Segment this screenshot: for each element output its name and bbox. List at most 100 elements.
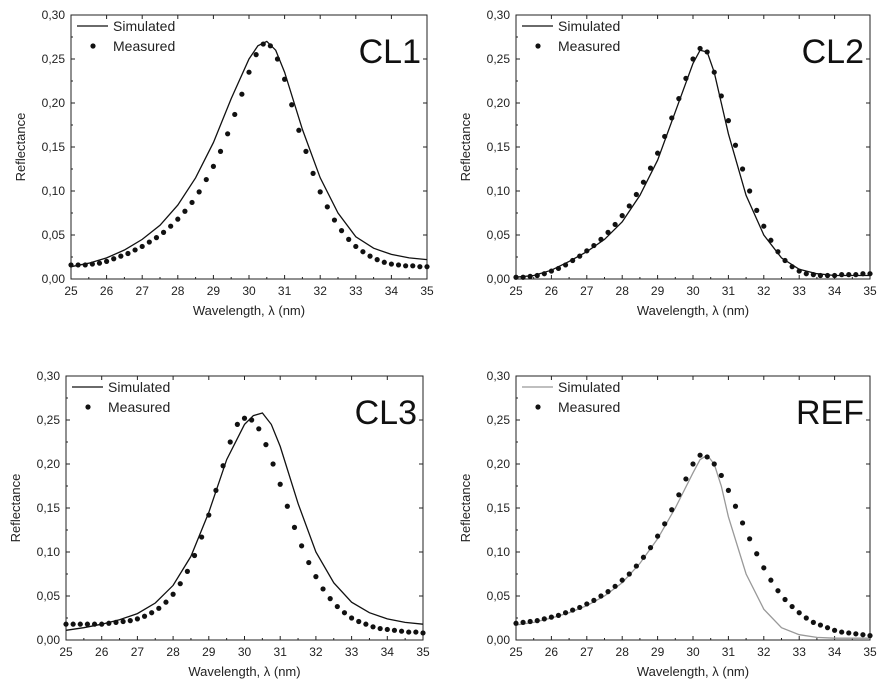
x-tick-label: 31 [274,645,288,659]
data-point-measured [683,75,689,81]
data-point-measured [747,536,753,542]
data-point-measured [846,272,852,278]
data-point-measured [817,622,824,628]
data-point-measured [388,261,394,267]
legend-label-simulated: Simulated [108,379,170,395]
chart-panel-cl1: 25 26 27 28 29 30 31 32 33 34 35 0,00 0,05 0,10 0,15 0,… [13,8,434,318]
data-point-measured [626,571,632,577]
data-point-measured [377,625,383,632]
y-tick-label: 0,05 [487,589,511,603]
x-tick-label: 29 [651,284,665,298]
data-point-measured [289,102,295,108]
data-point-measured [633,563,639,569]
data-point-measured [584,601,590,607]
data-point-measured [747,188,753,194]
data-point-measured [106,620,112,626]
y-tick-label: 0,10 [37,545,61,559]
x-tick-label: 35 [416,645,430,659]
legend-label-simulated: Simulated [113,18,175,34]
y-tick-label: 0,25 [487,413,511,427]
data-point-measured [410,263,416,269]
x-tick-label: 32 [314,284,328,298]
data-point-measured [662,133,668,140]
y-tick-label: 0,25 [487,52,511,66]
data-point-measured [846,630,852,636]
x-tick-label: 32 [757,284,771,298]
data-point-measured [320,586,326,592]
data-point-measured [761,565,767,571]
legend-marker-swatch [85,404,91,410]
data-point-measured [118,253,124,259]
data-point-measured [647,165,654,171]
data-point-measured [789,264,795,270]
data-point-measured [655,533,661,539]
data-point-measured [725,487,732,493]
data-point-measured [253,52,259,58]
y-tick-label: 0,05 [42,228,66,242]
data-point-measured [867,633,873,639]
data-point-measured [704,454,710,460]
data-point-measured [541,271,547,277]
data-point-measured [360,249,366,255]
data-point-measured [640,554,647,560]
legend-marker-swatch [535,43,541,49]
legend-label-measured: Measured [558,38,620,54]
data-point-measured [534,618,540,624]
data-point-measured [555,265,562,272]
data-point-measured [640,179,647,185]
data-point-measured [246,69,252,75]
x-tick-label: 34 [385,284,399,298]
data-point-measured [619,213,625,219]
legend-label-measured: Measured [108,399,170,415]
y-tick-label: 0,10 [487,545,511,559]
x-tick-label: 25 [64,284,78,298]
data-point-measured [725,118,732,124]
data-point-measured [220,463,226,469]
data-point-measured [267,43,273,49]
x-tick-label: 27 [136,284,150,298]
data-point-measured [132,247,138,253]
x-tick-label: 27 [131,645,145,659]
data-point-measured [296,127,302,133]
x-tick-label: 34 [828,645,842,659]
y-axis-title: Reflectance [13,113,28,182]
data-point-measured [690,461,696,467]
data-point-measured [417,264,423,270]
data-point-measured [284,503,290,509]
y-tick-label: 0,10 [42,184,66,198]
data-point-measured [534,272,540,279]
data-point-measured [605,229,611,235]
data-point-measured [334,603,340,610]
y-tick-label: 0,05 [487,228,511,242]
legend-label-simulated: Simulated [558,18,620,34]
y-axis-title: Reflectance [458,113,473,182]
data-point-measured [839,629,845,635]
data-point-measured [381,259,387,265]
data-point-measured [206,512,212,518]
data-point-measured [168,223,174,229]
data-point-measured [626,203,632,209]
data-point-measured [711,461,717,467]
data-point-measured [356,618,362,625]
x-axis-title: Wavelength, λ (nm) [637,303,749,318]
data-point-measured [548,614,555,620]
data-point-measured [263,442,269,448]
data-point-measured [68,262,74,268]
x-tick-label: 25 [509,284,523,298]
data-point-measured [127,618,133,624]
data-point-measured [139,243,145,250]
data-point-measured [104,258,110,264]
legend-label-simulated: Simulated [558,379,620,395]
data-point-measured [591,597,597,604]
data-point-measured [149,610,155,616]
y-tick-label: 0,00 [487,272,511,286]
x-tick-label: 34 [381,645,395,659]
data-point-measured [84,621,91,627]
data-point-measured [548,268,555,274]
chart-panel-cl2: 25 26 27 28 29 30 31 32 33 34 35 0,00 0,05 0,10 0,15 0,… [458,8,877,318]
data-point-measured [520,619,526,626]
data-point-measured [754,207,760,213]
data-point-measured [191,552,198,559]
y-tick-label: 0,00 [42,272,66,286]
data-point-measured [331,217,338,223]
